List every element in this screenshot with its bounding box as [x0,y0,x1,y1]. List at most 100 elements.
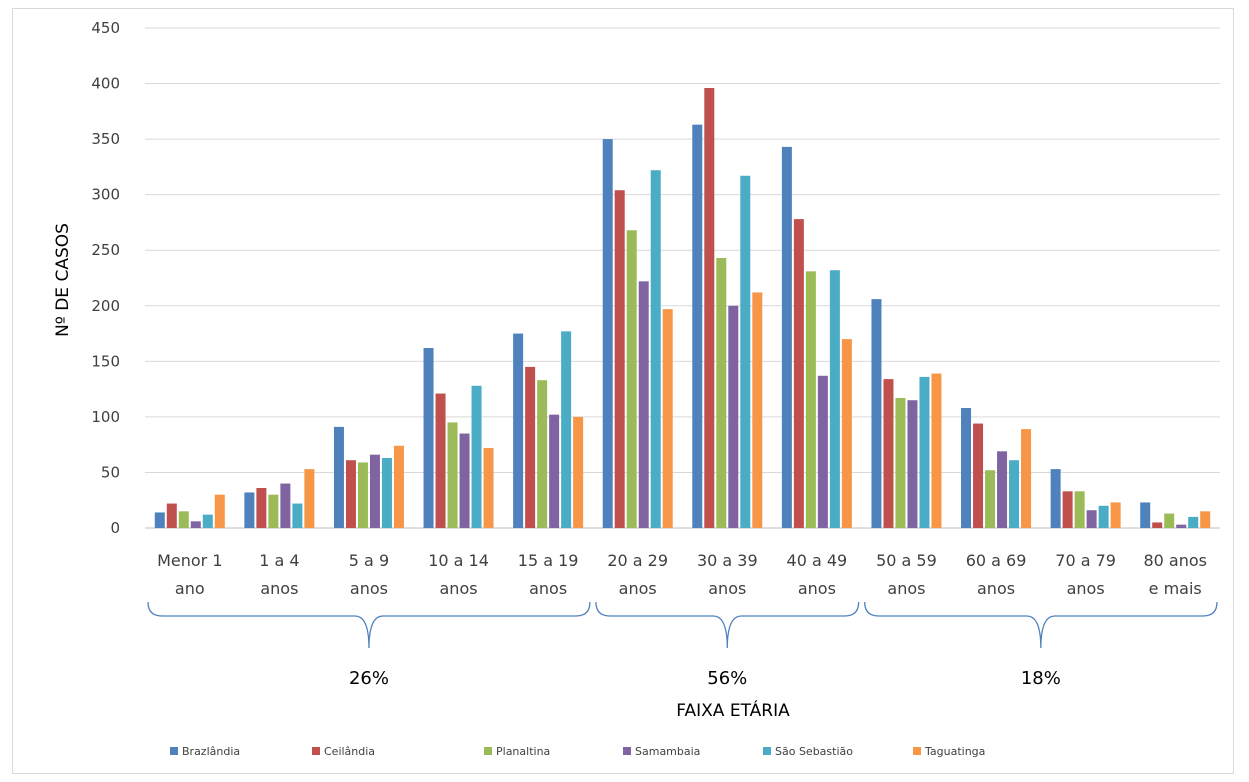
bar-taguatinga [214,494,225,528]
x-tick-label: anos [440,579,478,598]
bar-brazl-ndia [333,426,344,528]
bar-s-o-sebasti-o [740,175,751,528]
group-percentage-label: 56% [707,668,747,689]
bar-samambaia [549,414,560,528]
bar-taguatinga [662,309,673,528]
bar-samambaia [459,433,470,528]
bar-taguatinga [393,445,404,528]
legend-swatch [623,747,631,755]
y-tick-label: 100 [91,408,120,426]
bar-s-o-sebasti-o [292,503,303,528]
bar-brazl-ndia [1050,469,1061,528]
legend-swatch [312,747,320,755]
bar-samambaia [1176,524,1187,528]
bar-planaltina [805,271,816,528]
bar-ceil-ndia [704,88,715,528]
y-tick-label: 400 [91,75,120,93]
bar-s-o-sebasti-o [1009,460,1020,528]
x-tick-label: anos [529,579,567,598]
y-axis-title: Nº DE CASOS [53,223,73,337]
x-tick-label: anos [708,579,746,598]
bar-samambaia [728,305,739,528]
y-tick-label: 300 [91,186,120,204]
bar-samambaia [817,375,828,528]
bar-ceil-ndia [1062,491,1073,528]
x-tick-label: anos [798,579,836,598]
x-tick-label: 20 a 29 [607,551,668,570]
y-tick-label: 450 [91,19,120,37]
bar-brazl-ndia [244,492,255,528]
bar-planaltina [985,470,996,528]
bar-brazl-ndia [513,333,524,528]
bar-taguatinga [573,416,584,528]
bar-planaltina [1164,513,1175,528]
x-tick-label: anos [260,579,298,598]
x-tick-label: 30 a 39 [697,551,758,570]
group-percentage-label: 26% [349,668,389,689]
bar-s-o-sebasti-o [471,385,482,528]
bar-ceil-ndia [1152,522,1163,528]
x-axis-title: FAIXA ETÁRIA [676,699,790,721]
x-tick-label: 40 a 49 [787,551,848,570]
bar-s-o-sebasti-o [561,331,572,528]
bar-planaltina [537,380,548,528]
x-tick-label: ano [175,579,205,598]
group-bracket [147,601,591,649]
bar-ceil-ndia [435,393,446,528]
legend-label: São Sebastião [775,745,853,758]
bar-planaltina [1074,491,1085,528]
y-tick-label: 0 [110,519,120,537]
bar-ceil-ndia [345,460,356,528]
legend-label: Samambaia [635,745,700,758]
bar-samambaia [1086,510,1097,528]
legend-swatch [913,747,921,755]
bar-brazl-ndia [871,299,882,528]
x-tick-label: anos [977,579,1015,598]
legend-swatch [170,747,178,755]
legend-label: Planaltina [496,745,550,758]
bar-ceil-ndia [166,503,177,528]
x-tick-label: e mais [1149,579,1202,598]
x-tick-label: 5 a 9 [349,551,389,570]
bar-brazl-ndia [154,512,165,528]
bar-taguatinga [1110,502,1121,528]
bar-samambaia [280,483,291,528]
x-tick-label: 70 a 79 [1055,551,1116,570]
bar-samambaia [369,454,380,528]
legend-swatch [763,747,771,755]
bar-brazl-ndia [1140,502,1151,528]
x-tick-label: anos [350,579,388,598]
bar-planaltina [626,230,637,528]
bar-s-o-sebasti-o [919,376,930,528]
bar-planaltina [268,494,279,528]
bar-planaltina [447,422,458,528]
legend-label: Ceilândia [324,745,375,758]
x-tick-label: 10 a 14 [428,551,489,570]
bar-taguatinga [1200,511,1211,528]
bar-ceil-ndia [525,366,536,528]
y-tick-label: 250 [91,241,120,259]
bar-taguatinga [483,448,494,528]
bar-taguatinga [304,469,315,528]
bar-samambaia [190,521,201,528]
bar-planaltina [716,258,727,528]
y-tick-label: 50 [101,463,120,481]
bar-brazl-ndia [423,348,434,528]
x-tick-label: 60 a 69 [966,551,1027,570]
legend-label: Taguatinga [924,745,985,758]
x-tick-label: 80 anos [1143,551,1207,570]
x-tick-label: anos [619,579,657,598]
bar-samambaia [638,281,649,528]
bar-planaltina [895,398,906,528]
bar-planaltina [357,462,368,528]
bar-samambaia [907,400,918,528]
bar-planaltina [178,511,189,528]
group-percentage-label: 18% [1021,668,1061,689]
x-tick-label: anos [887,579,925,598]
x-tick-label: 50 a 59 [876,551,937,570]
bar-s-o-sebasti-o [381,458,392,528]
x-tick-label: Menor 1 [157,551,222,570]
bar-brazl-ndia [781,146,792,528]
bar-taguatinga [841,339,852,528]
